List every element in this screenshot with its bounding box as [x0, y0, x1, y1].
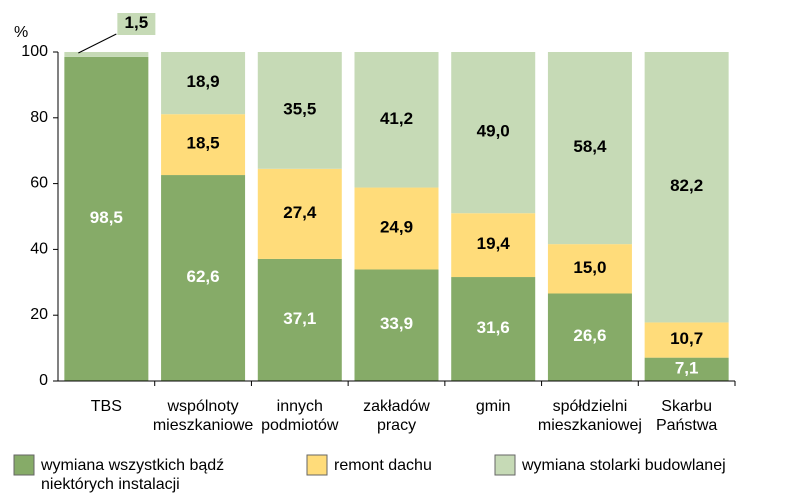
value-label: 33,9 [380, 315, 413, 334]
bar-segment [547, 52, 632, 245]
legend-swatch [306, 454, 328, 476]
bar-segment [451, 277, 536, 381]
legend-label: wymiana wszystkich bądź niektórych instal… [40, 457, 224, 493]
y-axis-label: % [14, 24, 28, 41]
x-tick-label: gmin [476, 398, 511, 415]
x-tick-label: spółdzielni mieszkaniowej [538, 398, 642, 434]
value-label: 19,4 [477, 235, 511, 254]
bar-segment [644, 52, 729, 323]
value-label: 24,9 [380, 218, 413, 237]
y-tick-label: 20 [30, 306, 48, 323]
value-label: 18,5 [187, 134, 220, 153]
label-box [117, 13, 156, 35]
x-tick-label: innych podmiotów [261, 398, 339, 434]
legend-swatch [494, 454, 516, 476]
bar-segment [161, 114, 246, 176]
value-label: 49,0 [477, 122, 510, 141]
legend-label: remont dachu [334, 457, 432, 474]
value-label: 35,5 [283, 100, 316, 119]
value-label: 1,5 [125, 13, 149, 32]
y-tick-label: 0 [39, 372, 48, 389]
bar-segment [644, 322, 729, 358]
bar-segment [161, 175, 246, 381]
x-tick-label: wspólnoty mieszkaniowe [153, 398, 254, 434]
value-label: 41,2 [380, 109, 413, 128]
bar-segment [64, 52, 149, 57]
x-tick-label: Skarbu Państwa [656, 398, 717, 434]
value-label: 18,9 [187, 73, 220, 92]
y-tick-label: 40 [30, 241, 48, 258]
bar-segment [547, 293, 632, 381]
bar-segment [451, 52, 536, 214]
bar-segment [354, 52, 439, 188]
value-label: 7,1 [675, 359, 699, 378]
value-label: 82,2 [670, 177, 703, 196]
leader-line [78, 33, 117, 54]
value-label: 31,6 [477, 319, 510, 338]
value-label: 58,4 [573, 138, 607, 157]
bar-segment [547, 244, 632, 294]
bar-segment [257, 168, 342, 259]
y-tick-label: 80 [30, 109, 48, 126]
y-tick-label: 60 [30, 175, 48, 192]
value-label: 15,0 [573, 258, 606, 277]
bar-segment [451, 213, 536, 278]
x-tick-label: zakładów pracy [363, 398, 430, 434]
bar-segment [257, 258, 342, 381]
x-tick-label: TBS [91, 398, 122, 415]
y-tick-label: 100 [21, 43, 48, 60]
bar-segment [354, 269, 439, 381]
bar-segment [64, 56, 149, 382]
value-label: 62,6 [187, 268, 220, 287]
value-label: 10,7 [670, 330, 703, 349]
bar-segment [354, 187, 439, 270]
value-label: 27,4 [283, 203, 317, 222]
value-label: 26,6 [573, 327, 606, 346]
bar-segment [161, 52, 246, 115]
value-label: 37,1 [283, 309, 316, 328]
bar-segment [257, 52, 342, 169]
legend-label: wymiana stolarki budowlanej [521, 457, 726, 474]
value-label: 98,5 [90, 208, 123, 227]
bar-segment [644, 357, 729, 381]
legend-swatch [13, 454, 35, 476]
